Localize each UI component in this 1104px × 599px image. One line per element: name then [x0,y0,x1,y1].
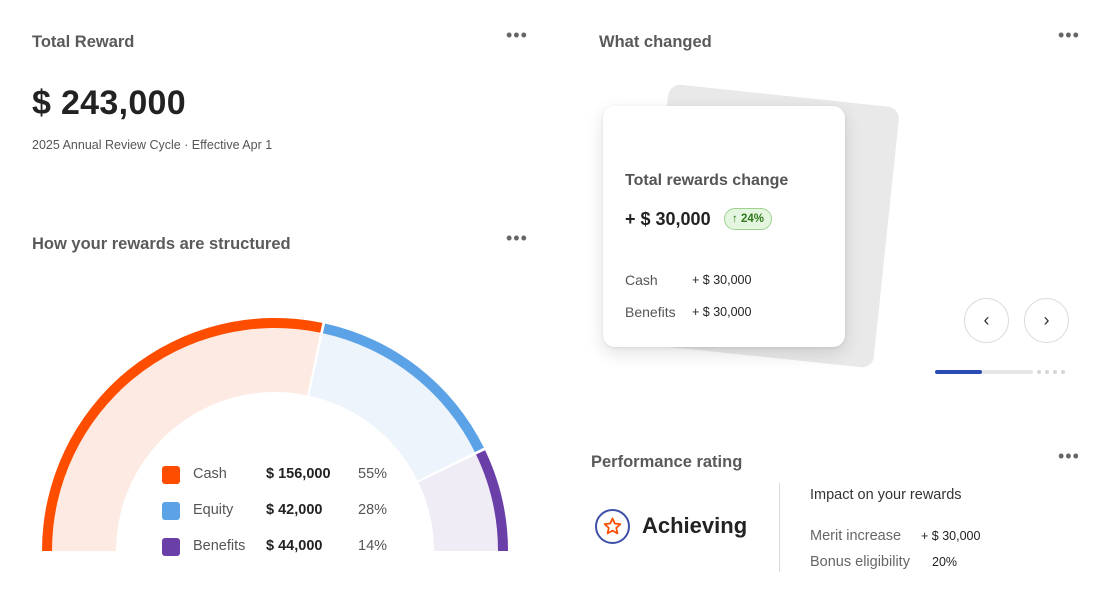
gauge-segment-benefits[interactable] [476,450,508,551]
rewards-gauge-chart [42,318,508,551]
total-reward-card: Total Reward ••• $ 243,000 2025 Annual R… [0,0,552,200]
legend-percent: 14% [358,538,388,554]
chevron-left-icon: ‹ [983,310,990,330]
star-icon [595,509,630,544]
legend-swatch-equity [162,502,180,520]
rewards-structure-title: How your rewards are structured [32,235,291,253]
performance-card: Performance rating ••• Achieving Impact … [560,420,1104,599]
carousel-dot[interactable] [1053,370,1057,374]
carousel-progress [935,370,1033,374]
more-horizontal-icon[interactable]: ••• [1058,446,1080,466]
rewards-change-card[interactable]: Total rewards change + $ 30,000 ↑ 24% Ca… [603,106,845,347]
total-reward-amount: $ 243,000 [32,84,186,122]
change-row-value: + $ 30,000 [692,305,752,319]
impact-title: Impact on your rewards [810,487,962,503]
performance-rating-value: Achieving [642,513,748,538]
rewards-change-amount: + $ 30,000 [625,209,711,229]
legend-amount: $ 42,000 [266,502,323,518]
change-row-label: Cash [625,272,658,288]
review-cycle-note: 2025 Annual Review Cycle · Effective Apr… [32,138,273,152]
gauge-segment-equity[interactable] [322,323,484,453]
total-reward-title: Total Reward [32,33,135,51]
gauge-track-equity [309,323,484,481]
legend-amount: $ 156,000 [266,466,331,482]
rewards-structure-card: How your rewards are structured ••• Cash… [0,205,552,599]
more-horizontal-icon[interactable]: ••• [506,25,528,45]
carousel-dot[interactable] [1061,370,1065,374]
divider [779,483,780,572]
gauge-track-cash [42,318,323,551]
more-horizontal-icon[interactable]: ••• [506,228,528,248]
legend-swatch-benefits [162,538,180,556]
change-row-value: + $ 30,000 [692,273,752,287]
impact-label: Merit increase [810,528,902,544]
impact-label: Bonus eligibility [810,554,910,570]
performance-title: Performance rating [591,453,743,471]
carousel-prev-button[interactable]: ‹ [964,298,1009,343]
chevron-right-icon: › [1043,310,1050,330]
what-changed-title: What changed [599,33,712,51]
rewards-change-title: Total rewards change [625,172,789,189]
what-changed-card: What changed ••• Total rewards change + … [560,0,1104,410]
carousel-progress-fill [935,370,983,374]
change-row-label: Benefits [625,304,676,320]
carousel-dot[interactable] [1045,370,1049,374]
legend-label: Equity [193,502,234,518]
impact-value: + $ 30,000 [921,529,981,543]
legend-percent: 55% [358,466,388,482]
legend-swatch-cash [162,466,180,484]
legend-label: Benefits [193,538,246,554]
carousel-next-button[interactable]: › [1024,298,1069,343]
legend-label: Cash [193,466,227,482]
legend-amount: $ 44,000 [266,538,323,554]
impact-value: 20% [932,555,958,569]
legend-percent: 28% [358,502,388,518]
change-percent-badge: ↑ 24% [724,208,772,230]
more-horizontal-icon[interactable]: ••• [1058,25,1080,45]
carousel-dot[interactable] [1037,370,1041,374]
